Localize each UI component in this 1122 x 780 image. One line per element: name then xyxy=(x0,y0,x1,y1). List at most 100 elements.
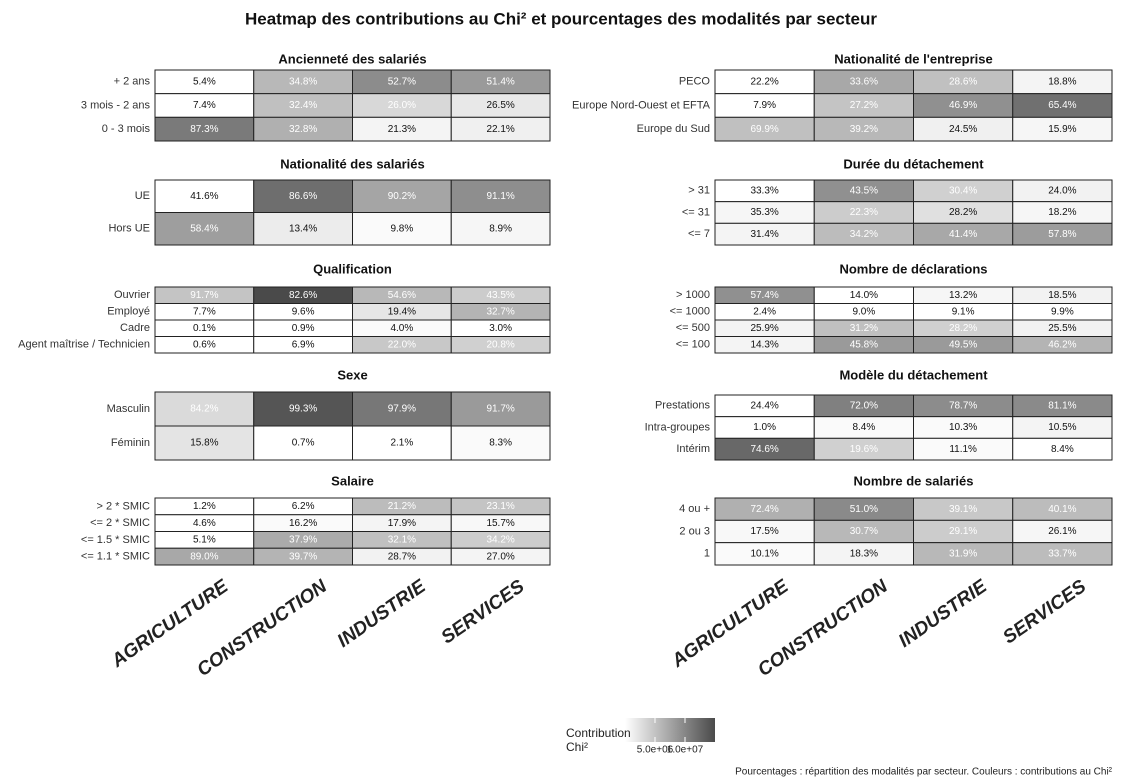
cell-label: 0.9% xyxy=(292,323,315,334)
row-label: Féminin xyxy=(111,437,150,449)
cell-label: 17.9% xyxy=(388,518,416,529)
row-label: 1 xyxy=(704,548,710,560)
heat-cell xyxy=(352,425,452,461)
cell-label: 19.6% xyxy=(850,444,878,455)
cell-label: 81.1% xyxy=(1048,400,1076,411)
cell-label: 19.4% xyxy=(388,306,416,317)
cell-label: 8.4% xyxy=(852,422,875,433)
x-tick-label: INDUSTRIE xyxy=(895,575,992,652)
row-label: Prestations xyxy=(655,400,711,412)
cell-label: 24.5% xyxy=(949,124,977,135)
cell-label: 28.2% xyxy=(949,207,977,218)
cell-label: 25.5% xyxy=(1048,323,1076,334)
panel-title: Nombre de déclarations xyxy=(839,261,987,276)
panel-title: Modèle du détachement xyxy=(839,367,988,382)
cell-label: 20.8% xyxy=(486,339,514,350)
cell-label: 32.8% xyxy=(289,124,317,135)
cell-label: 1.0% xyxy=(753,422,776,433)
heat-cell xyxy=(253,212,353,246)
cell-label: 15.8% xyxy=(190,438,218,449)
cell-label: 37.9% xyxy=(289,535,317,546)
cell-label: 28.6% xyxy=(949,76,977,87)
panel-title: Nombre de salariés xyxy=(854,473,974,488)
cell-label: 58.4% xyxy=(190,223,218,234)
cell-label: 7.4% xyxy=(193,100,216,111)
cell-label: 13.2% xyxy=(949,290,977,301)
heat-cell xyxy=(450,336,551,354)
cell-label: 22.2% xyxy=(750,76,778,87)
heat-cell xyxy=(154,179,255,213)
row-label: Europe du Sud xyxy=(637,123,710,135)
row-label: <= 500 xyxy=(676,322,710,334)
row-label: Hors UE xyxy=(108,223,150,235)
heat-cell xyxy=(253,391,353,427)
cell-label: 30.7% xyxy=(850,526,878,537)
cell-label: 52.7% xyxy=(388,76,416,87)
cell-label: 34.2% xyxy=(486,535,514,546)
cell-label: 24.0% xyxy=(1048,185,1076,196)
cell-label: 5.1% xyxy=(193,535,216,546)
cell-label: 78.7% xyxy=(949,400,977,411)
cell-label: 51.4% xyxy=(486,76,514,87)
cell-label: 21.2% xyxy=(388,501,416,512)
cell-label: 27.2% xyxy=(850,100,878,111)
cell-label: 22.0% xyxy=(388,339,416,350)
cell-label: 31.2% xyxy=(850,323,878,334)
cell-label: 49.5% xyxy=(949,339,977,350)
cell-label: 32.7% xyxy=(486,306,514,317)
cell-label: 27.0% xyxy=(486,551,514,562)
cell-label: 15.9% xyxy=(1048,124,1076,135)
cell-label: 13.4% xyxy=(289,223,317,234)
cell-label: 45.8% xyxy=(850,339,878,350)
row-label: Agent maîtrise / Technicien xyxy=(18,339,150,351)
cell-label: 90.2% xyxy=(388,191,416,202)
heat-cell xyxy=(450,212,551,246)
row-label: <= 1000 xyxy=(670,306,710,318)
row-label: Ouvrier xyxy=(114,289,150,301)
cell-label: 2.4% xyxy=(753,306,776,317)
row-label: 2 ou 3 xyxy=(679,525,710,537)
cell-label: 26.1% xyxy=(1048,526,1076,537)
cell-label: 51.0% xyxy=(850,504,878,515)
cell-label: 0.7% xyxy=(292,438,315,449)
cell-label: 3.0% xyxy=(489,323,512,334)
cell-label: 7.7% xyxy=(193,306,216,317)
panel-title: Ancienneté des salariés xyxy=(278,51,426,66)
cell-label: 33.7% xyxy=(1048,548,1076,559)
heat-cell xyxy=(1012,336,1113,354)
cell-label: 17.5% xyxy=(750,526,778,537)
legend-tick-label: 5.0e+06 xyxy=(637,745,674,756)
row-label: 3 mois - 2 ans xyxy=(81,99,151,111)
cell-label: 84.2% xyxy=(190,404,218,415)
row-label: Masculin xyxy=(107,403,150,415)
cell-label: 41.4% xyxy=(949,229,977,240)
cell-label: 18.2% xyxy=(1048,207,1076,218)
row-label: Europe Nord-Ouest et EFTA xyxy=(572,99,711,111)
cell-label: 39.2% xyxy=(850,124,878,135)
panel-title: Nationalité de l'entreprise xyxy=(834,51,992,66)
cell-label: 69.9% xyxy=(750,124,778,135)
cell-label: 10.1% xyxy=(750,548,778,559)
cell-label: 89.0% xyxy=(190,551,218,562)
row-label: 4 ou + xyxy=(679,503,710,515)
cell-label: 0.6% xyxy=(193,339,216,350)
heat-cell xyxy=(450,547,551,566)
heat-cell xyxy=(450,179,551,213)
cell-label: 46.2% xyxy=(1048,339,1076,350)
cell-label: 26.5% xyxy=(486,100,514,111)
cell-label: 72.4% xyxy=(750,504,778,515)
cell-label: 54.6% xyxy=(388,290,416,301)
heat-cell xyxy=(1012,437,1113,461)
cell-label: 32.1% xyxy=(388,535,416,546)
cell-label: 91.7% xyxy=(486,404,514,415)
panel-title: Sexe xyxy=(337,367,367,382)
cell-label: 9.9% xyxy=(1051,306,1074,317)
heat-cell xyxy=(450,391,551,427)
cell-label: 21.3% xyxy=(388,124,416,135)
row-label: > 1000 xyxy=(676,289,710,301)
row-label: <= 7 xyxy=(688,228,710,240)
cell-label: 8.4% xyxy=(1051,444,1074,455)
row-label: Intra-groupes xyxy=(645,421,711,433)
cell-label: 31.9% xyxy=(949,548,977,559)
